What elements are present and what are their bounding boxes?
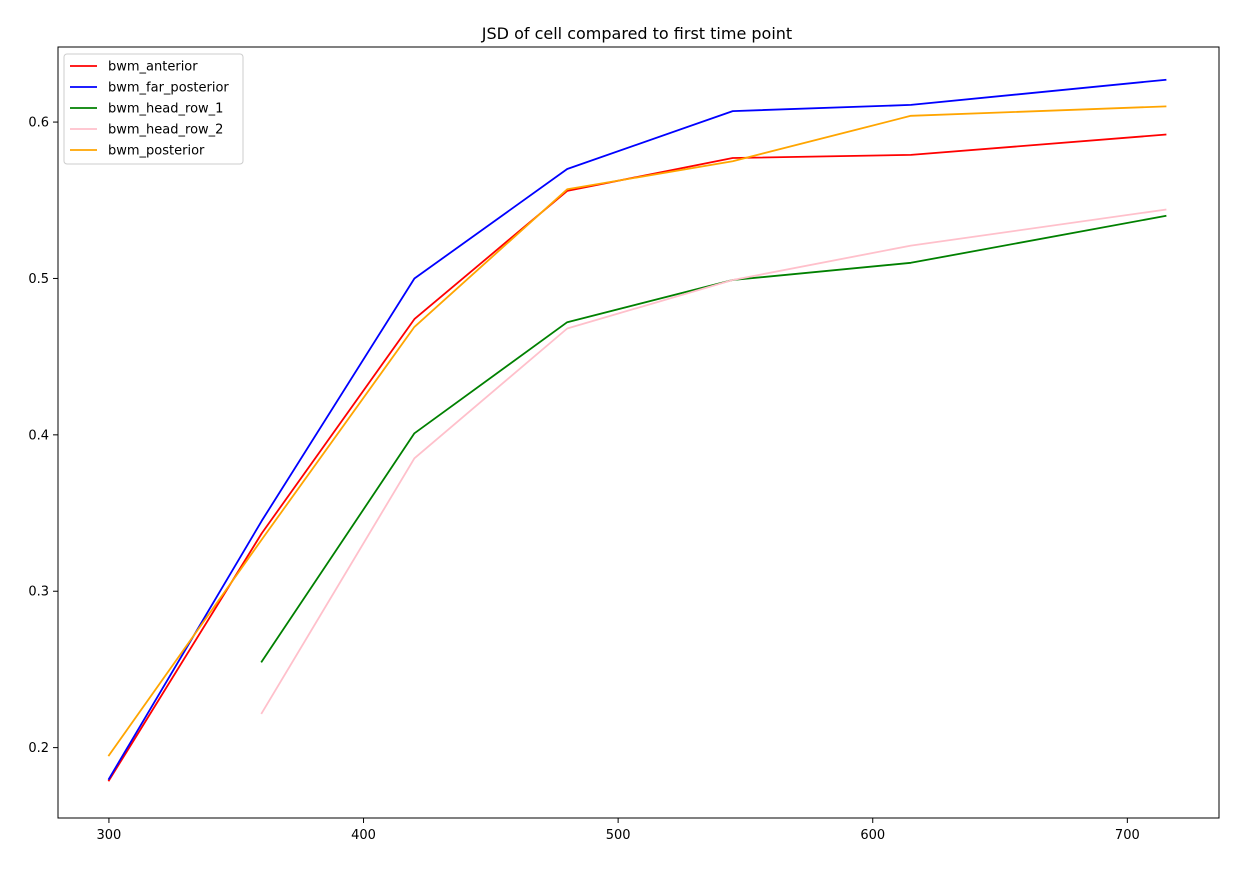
series-line-bwm_head_row_1 bbox=[260, 214, 1167, 663]
series-line-bwm_anterior bbox=[107, 133, 1167, 782]
y-tick-label: 0.4 bbox=[28, 428, 49, 443]
x-axis: 300 400 500 600 700 bbox=[97, 818, 1140, 843]
legend-label-bwm_posterior: bwm_posterior bbox=[108, 144, 205, 159]
x-tick-label: 700 bbox=[1115, 828, 1140, 843]
series-line-bwm_head_row_2 bbox=[260, 208, 1167, 715]
x-tick-label: 500 bbox=[606, 828, 631, 843]
series-layer bbox=[107, 78, 1167, 782]
plot-frame bbox=[57, 46, 1220, 819]
legend-label-bwm_far_posterior: bwm_far_posterior bbox=[108, 81, 229, 96]
series-line-bwm_posterior bbox=[107, 105, 1167, 757]
series-line-bwm_far_posterior bbox=[107, 78, 1167, 781]
x-tick-label: 300 bbox=[97, 828, 122, 843]
legend: bwm_anterior bwm_far_posterior bwm_head_ro… bbox=[63, 53, 244, 165]
legend-box bbox=[63, 53, 244, 165]
y-tick-label: 0.6 bbox=[28, 116, 49, 131]
x-tick-label: 400 bbox=[351, 828, 376, 843]
y-tick-label: 0.2 bbox=[28, 741, 49, 756]
legend-label-bwm_anterior: bwm_anterior bbox=[108, 60, 198, 75]
y-tick-label: 0.3 bbox=[28, 585, 49, 600]
y-axis: 0.2 0.3 0.4 0.5 0.6 bbox=[28, 116, 58, 756]
legend-label-bwm_head_row_2: bwm_head_row_2 bbox=[108, 123, 223, 138]
x-tick-label: 600 bbox=[860, 828, 885, 843]
y-tick-label: 0.5 bbox=[28, 272, 49, 287]
legend-label-bwm_head_row_1: bwm_head_row_1 bbox=[108, 102, 223, 117]
chart-title: JSD of cell compared to first time point bbox=[481, 24, 792, 43]
